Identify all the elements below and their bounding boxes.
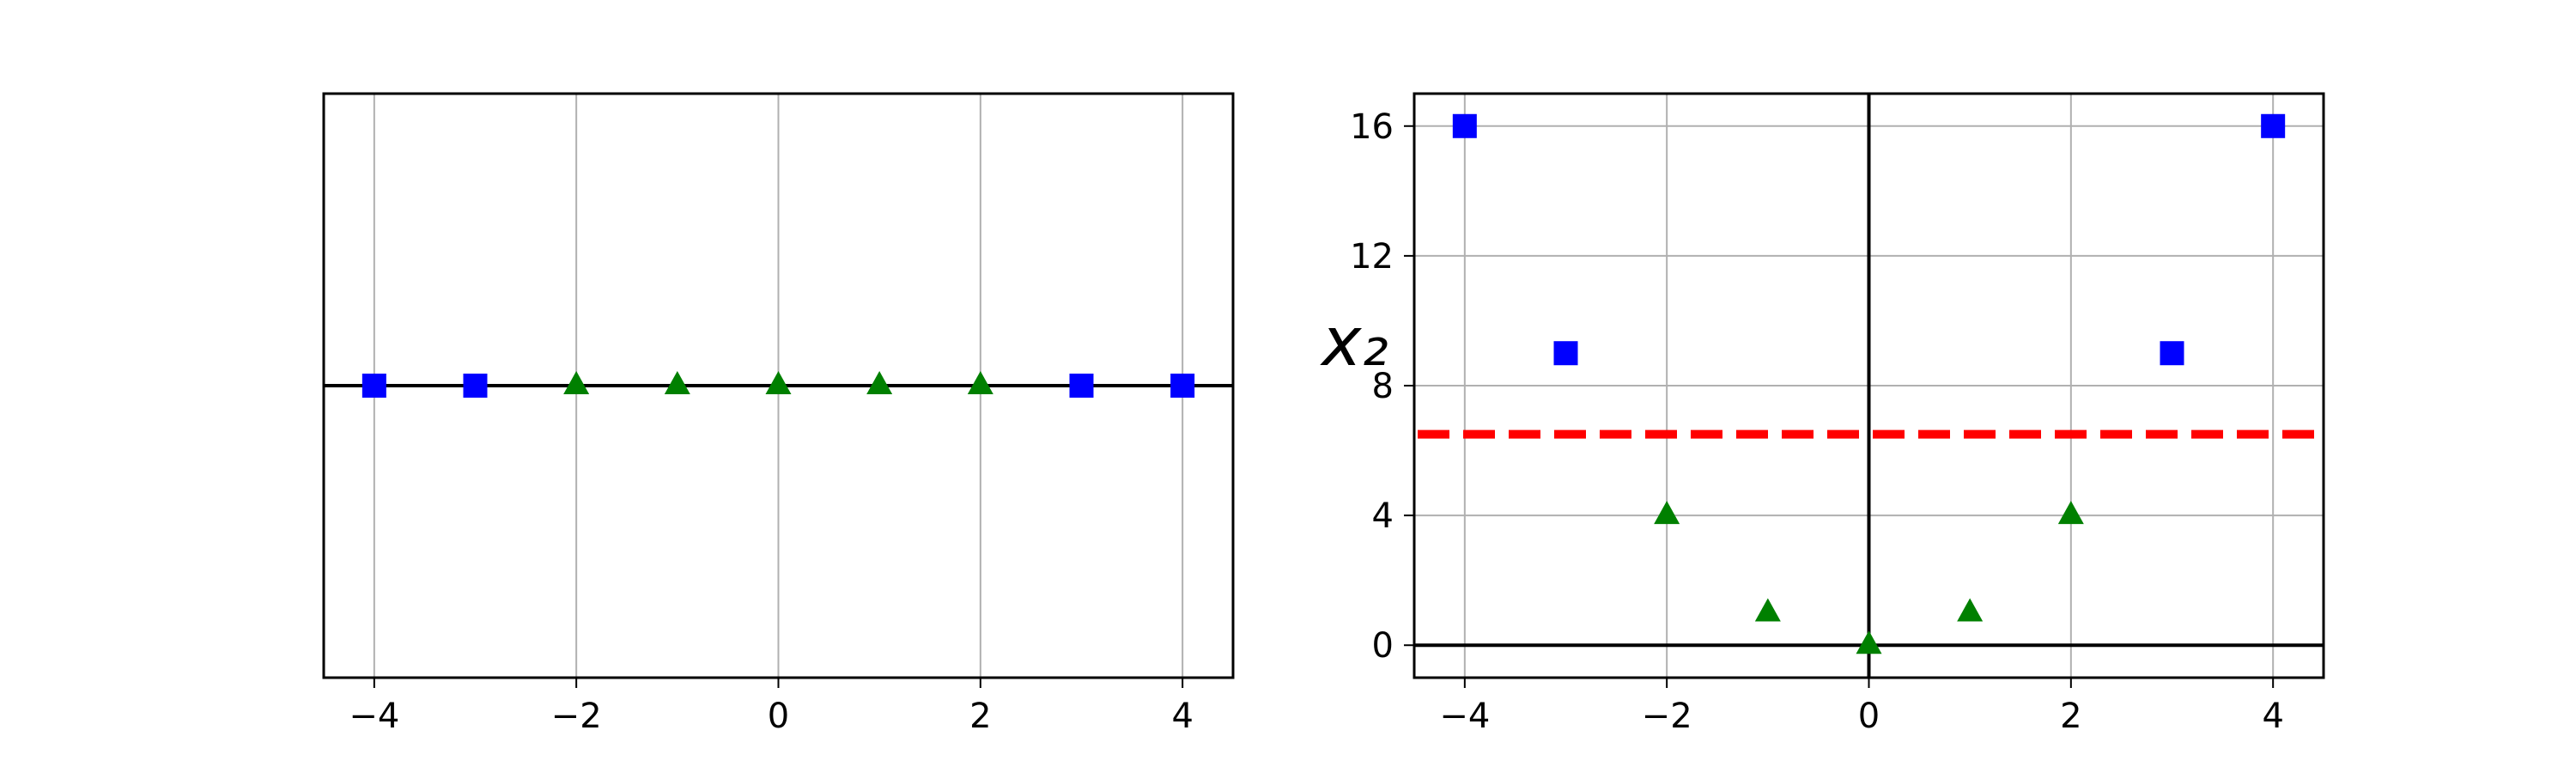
right-panel-y-axis-label: x₂	[1319, 304, 1388, 381]
right-square-point	[2160, 341, 2184, 366]
right-y-tick-label: 8	[1372, 367, 1394, 406]
right-y-tick-label: 12	[1350, 237, 1394, 277]
left-triangle-point	[866, 371, 893, 394]
right-panel: −4 −2 0 2 4 0 4 8 12 16 x₂	[1319, 92, 2325, 736]
right-triangle-point	[1957, 598, 1984, 622]
left-triangle-point	[765, 371, 792, 394]
right-y-tick-label: 4	[1372, 496, 1394, 536]
right-square-point	[2261, 113, 2286, 138]
right-triangle-point	[1754, 598, 1781, 622]
right-square-point	[1452, 113, 1477, 138]
left-panel: −4 −2 0 2 4	[322, 92, 1235, 736]
right-x-tick-label: 4	[2262, 697, 2283, 736]
right-triangle-point	[1654, 501, 1680, 525]
right-panel-ticks: −4 −2 0 2 4 0 4 8 12 16	[1350, 107, 2284, 736]
left-x-tick-label: 2	[969, 697, 991, 736]
right-x-tick-label: −2	[1642, 697, 1692, 736]
left-triangle-point	[967, 371, 993, 394]
left-panel-ticks: −4 −2 0 2 4	[349, 678, 1194, 736]
right-triangle-point	[1856, 630, 1882, 654]
right-y-tick-label: 16	[1350, 107, 1394, 147]
left-square-point	[1069, 374, 1094, 398]
left-square-point	[1170, 374, 1195, 398]
left-x-tick-label: −4	[349, 697, 399, 736]
right-x-tick-label: 0	[1858, 697, 1880, 736]
left-panel-data-points	[361, 371, 1195, 398]
right-y-tick-label: 0	[1372, 626, 1394, 666]
right-panel-data-points	[1452, 113, 2286, 654]
left-triangle-point	[664, 371, 690, 394]
right-triangle-point	[2057, 501, 2084, 525]
left-square-point	[463, 374, 488, 398]
left-x-tick-label: 4	[1171, 697, 1193, 736]
left-x-tick-label: −2	[551, 697, 602, 736]
left-x-tick-label: 0	[768, 697, 789, 736]
right-x-tick-label: 2	[2060, 697, 2081, 736]
right-square-point	[1553, 341, 1578, 366]
right-x-tick-label: −4	[1439, 697, 1490, 736]
left-triangle-point	[563, 371, 590, 394]
left-square-point	[361, 374, 386, 398]
